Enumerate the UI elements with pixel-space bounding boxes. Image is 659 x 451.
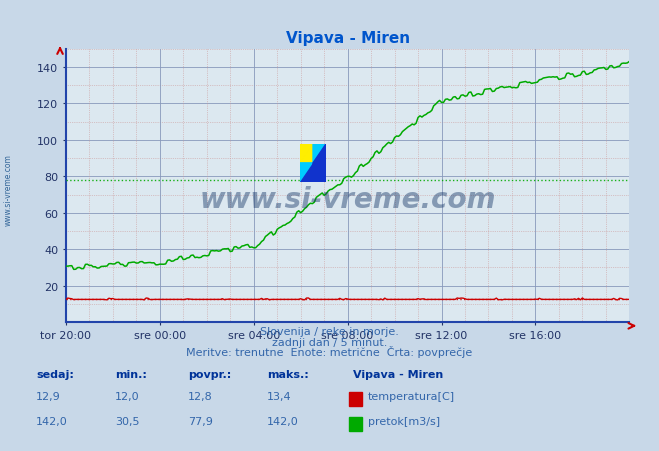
- Polygon shape: [313, 144, 326, 163]
- Text: povpr.:: povpr.:: [188, 369, 231, 379]
- Polygon shape: [313, 144, 326, 183]
- Title: Vipava - Miren: Vipava - Miren: [285, 31, 410, 46]
- Text: 12,8: 12,8: [188, 391, 213, 401]
- Text: Meritve: trenutne  Enote: metrične  Črta: povprečje: Meritve: trenutne Enote: metrične Črta: …: [186, 345, 473, 357]
- Text: 142,0: 142,0: [267, 416, 299, 426]
- Polygon shape: [300, 144, 313, 163]
- Text: 13,4: 13,4: [267, 391, 291, 401]
- Text: 30,5: 30,5: [115, 416, 140, 426]
- Text: 142,0: 142,0: [36, 416, 68, 426]
- Polygon shape: [300, 163, 313, 183]
- Text: maks.:: maks.:: [267, 369, 308, 379]
- Text: www.si-vreme.com: www.si-vreme.com: [200, 186, 496, 214]
- Text: sedaj:: sedaj:: [36, 369, 74, 379]
- Text: Vipava - Miren: Vipava - Miren: [353, 369, 443, 379]
- Text: min.:: min.:: [115, 369, 147, 379]
- Text: 12,0: 12,0: [115, 391, 140, 401]
- Text: 12,9: 12,9: [36, 391, 61, 401]
- Polygon shape: [300, 144, 313, 163]
- Text: temperatura[C]: temperatura[C]: [368, 391, 455, 401]
- Text: www.si-vreme.com: www.si-vreme.com: [3, 153, 13, 226]
- Polygon shape: [300, 163, 313, 183]
- Text: 77,9: 77,9: [188, 416, 213, 426]
- Text: zadnji dan / 5 minut.: zadnji dan / 5 minut.: [272, 337, 387, 347]
- Text: Slovenija / reke in morje.: Slovenija / reke in morje.: [260, 327, 399, 336]
- Text: pretok[m3/s]: pretok[m3/s]: [368, 416, 440, 426]
